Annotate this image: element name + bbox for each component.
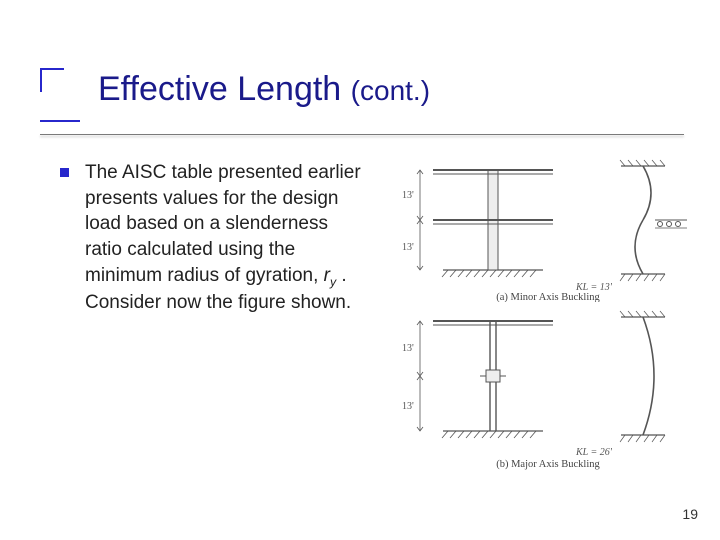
accent-corner [40, 68, 64, 92]
fig-b-caption: (b) Major Axis Buckling [496, 459, 600, 470]
page-number: 19 [682, 506, 698, 522]
figure-upper-svg: 13' 13' KL = 13' (a) Minor Axis Buckling [398, 152, 698, 302]
accent-dash [40, 120, 80, 122]
bullet-square-icon [60, 168, 69, 177]
figure-lower-svg: 13' 13' KL = 26' (b) Major Axis Buckling [398, 307, 698, 473]
fig-b-dim-1: 13' [402, 343, 414, 354]
title-underline [40, 134, 684, 135]
fig-b-kl: KL = 26' [575, 447, 613, 458]
bullet-pre: The AISC table presented earlier present… [85, 162, 361, 286]
fig-a-caption: (a) Minor Axis Buckling [496, 292, 600, 302]
title-block: Effective Length (cont.) [40, 68, 680, 138]
fig-a-dim-2: 13' [402, 242, 414, 253]
fig-b-dim-2: 13' [402, 401, 414, 412]
fig-a-dim-1: 13' [402, 190, 414, 201]
title-main-text: Effective Length [98, 70, 341, 108]
bullet-text: The AISC table presented earlier present… [85, 160, 370, 316]
bullet-item: The AISC table presented earlier present… [60, 160, 370, 316]
body-text-block: The AISC table presented earlier present… [60, 160, 370, 316]
title-sub-text: (cont.) [351, 75, 430, 106]
figure-block: 13' 13' KL = 13' (a) Minor Axis Buckling [398, 152, 698, 472]
slide-title: Effective Length (cont.) [98, 70, 430, 109]
